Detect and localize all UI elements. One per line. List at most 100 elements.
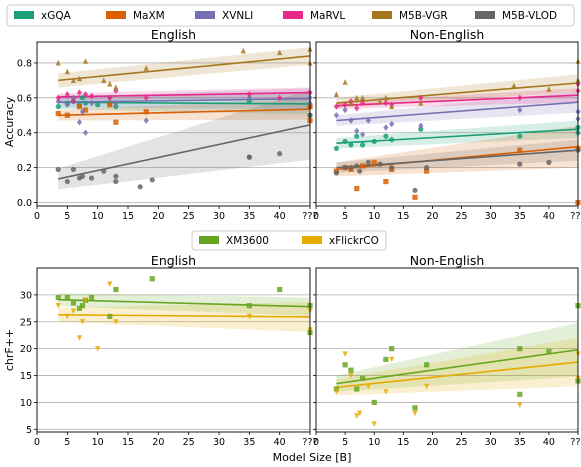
point-xgqa	[113, 103, 119, 110]
legend-label-xm3600: XM3600	[226, 235, 269, 247]
point-xvnli	[70, 94, 76, 102]
point-xm3600	[546, 348, 552, 354]
point-m5b-vlod	[389, 165, 395, 171]
point-m5b-vlod	[333, 170, 339, 176]
panel-title: English	[151, 27, 196, 42]
point-xflickrco	[107, 281, 113, 288]
point-xm3600	[76, 305, 83, 311]
x-tick-label: ???	[302, 437, 317, 448]
point-m5b-vgr	[418, 100, 424, 106]
point-xm3600	[517, 391, 523, 397]
point-marvl	[277, 94, 283, 102]
x-tick-label: 20	[426, 211, 438, 222]
legend-bottom: XM3600 xFlickrCO	[191, 230, 387, 251]
point-xgqa	[359, 142, 366, 148]
point-xvnli	[246, 94, 252, 102]
point-xgqa	[517, 133, 523, 139]
point-marvl	[55, 94, 61, 102]
confidence-band-xgqa	[58, 93, 310, 115]
point-xm3600	[113, 286, 119, 293]
point-maxm	[113, 119, 119, 125]
point-xm3600	[383, 356, 389, 363]
point-maxm	[55, 110, 61, 117]
point-marvl	[359, 99, 366, 107]
point-xflickrco	[246, 313, 252, 320]
point-m5b-vlod	[546, 159, 552, 165]
x-tick-label: 10	[92, 437, 104, 448]
point-xm3600	[342, 362, 348, 368]
x-tick-label: 25	[183, 211, 195, 222]
x-tick-label: 0	[313, 437, 319, 448]
panel-chrf-non-english: 0 5 10 15 20 25 30 35 40??? Non-English	[313, 253, 581, 448]
y-axis-label-accuracy: Accuracy	[3, 96, 16, 147]
point-m5b-vlod	[246, 154, 252, 160]
point-m5b-vlod	[354, 163, 360, 169]
y-tick-label: 30	[20, 290, 32, 301]
point-maxm	[143, 109, 149, 115]
trend-line-xgqa	[58, 101, 311, 105]
point-m5b-vgr	[377, 98, 383, 104]
point-m5b-vgr	[359, 94, 366, 101]
point-xvnli	[143, 117, 149, 124]
plot-area	[316, 268, 578, 432]
point-xvnli	[348, 117, 354, 124]
point-xgqa	[383, 133, 389, 139]
point-xm3600	[277, 286, 283, 293]
point-marvl	[64, 91, 70, 98]
point-xm3600	[246, 303, 252, 309]
legend-bottom-items: XM3600 xFlickrCO	[199, 235, 379, 247]
point-m5b-vgr	[143, 65, 149, 71]
point-m5b-vgr	[333, 91, 339, 97]
x-tick-label: 35	[243, 211, 255, 222]
trend-line-xvnli	[336, 101, 579, 122]
point-xm3600	[333, 386, 339, 392]
point-xflickrco	[412, 410, 418, 417]
point-marvl	[76, 89, 83, 96]
x-tick-label: 25	[456, 437, 468, 448]
confidence-band-marvl	[336, 88, 578, 110]
point-xgqa	[246, 98, 252, 104]
plot-frame	[36, 267, 311, 433]
x-tick-label: 30	[213, 211, 225, 222]
y-axis-label-chrf: chrF++	[3, 329, 16, 371]
point-m5b-vlod	[113, 173, 119, 179]
point-xflickrco	[371, 421, 377, 427]
trend-line-m5b-vlod	[58, 124, 311, 180]
point-marvl	[418, 94, 424, 102]
x-tick-label: 5	[64, 437, 70, 448]
point-xm3600	[107, 313, 113, 319]
x-tick-label: 15	[122, 211, 134, 222]
point-m5b-vlod	[277, 151, 283, 157]
point-m5b-vgr	[55, 59, 61, 66]
y-tick-label: 20	[20, 344, 32, 355]
legend-swatch-m5b-vgr	[372, 11, 392, 19]
point-m5b-vlod	[113, 178, 119, 185]
point-xflickrco	[348, 372, 354, 379]
point-m5b-vlod	[101, 168, 107, 174]
point-xgqa	[348, 142, 354, 148]
y-tick-label: 0.2	[17, 163, 32, 174]
legend-bottom-frame	[191, 230, 387, 251]
point-xvnli	[76, 119, 83, 126]
legend-swatch-m5b-vlod	[475, 11, 495, 19]
point-m5b-vgr	[348, 100, 354, 106]
trend-line-maxm	[58, 108, 311, 117]
point-xflickrco	[79, 319, 86, 325]
point-xvnli	[64, 101, 70, 109]
point-xgqa	[95, 102, 101, 108]
point-marvl	[246, 91, 252, 98]
point-xm3600	[149, 276, 155, 282]
trend-line-xm3600	[58, 298, 311, 308]
x-tick-label: 0	[313, 211, 319, 222]
panel-accuracy-english: 0.0 0.2 0.4 0.6 0.8 0 5 10 15 20 25 30 35 40 ??? Englis…	[17, 27, 318, 222]
point-m5b-vgr	[107, 80, 113, 87]
point-m5b-vlod	[55, 166, 61, 172]
plot-frame	[315, 267, 579, 433]
x-tick-label: 15	[397, 437, 409, 448]
point-m5b-vlod	[342, 165, 348, 171]
x-tick-label: 20	[426, 437, 438, 448]
legend-label-xgqa: xGQA	[41, 10, 72, 22]
trend-line-marvl	[58, 91, 311, 98]
point-maxm	[64, 112, 70, 118]
x-tick-label: 15	[122, 437, 134, 448]
